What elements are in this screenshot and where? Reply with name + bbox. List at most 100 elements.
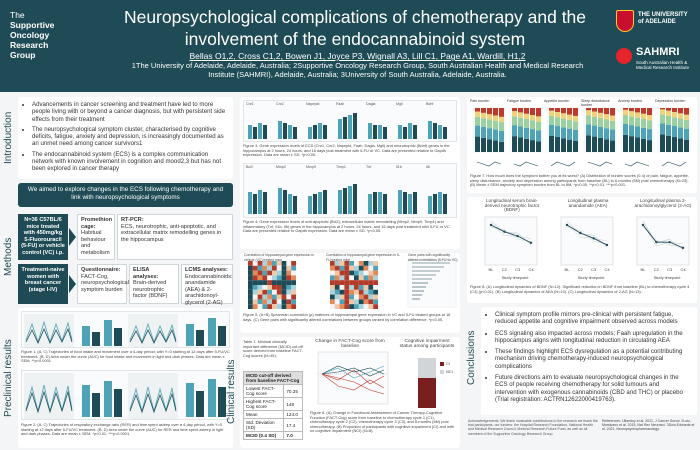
heatmap-cell: [272, 261, 277, 266]
heatmap-cell: [349, 285, 354, 290]
stacked-bar-segment: [573, 108, 578, 116]
stacked-bar-segment: [684, 139, 689, 152]
figure-3-bars: [248, 113, 447, 139]
stacked-bar-segment: [536, 116, 541, 122]
data-point: [579, 231, 582, 235]
heatmap-cell: [339, 299, 345, 305]
stacked-bar-segment: [536, 121, 541, 131]
heatmap-cell: [354, 289, 359, 295]
heatmap-cell: [358, 261, 364, 266]
tick-label: C4: [528, 267, 534, 272]
stacked-bar-segment: [530, 115, 535, 121]
author-block: Bellas O1,2, Cross C1,2, Bowen J1, Joyce…: [130, 52, 585, 80]
stacked-bar-segment: [530, 140, 535, 152]
heatmap-cell: [339, 265, 345, 271]
heatmap-cell: [344, 299, 350, 305]
stacked-bar-segment: [487, 108, 492, 115]
clinical-section: Table 1. Minimal clinically important di…: [240, 337, 460, 448]
figure-8c-xlabel: Study timepoint: [653, 275, 681, 280]
stacked-bar-segment: [561, 113, 566, 119]
sahmri-logo-text: SAHMRI: [636, 46, 680, 58]
heatmap-cell: [358, 285, 364, 290]
stacked-bar-segment: [598, 108, 603, 113]
heatmap-cell: [262, 294, 268, 300]
stacked-bar-segment: [610, 120, 615, 130]
heatmap-cell: [281, 275, 287, 281]
figure-7-stacked-bars: [472, 107, 691, 167]
rtpcr-body: ECS, neurotrophic, anti-apoptotic, and e…: [121, 223, 222, 243]
heatmap-cell: [349, 265, 354, 271]
stacked-bar-segment: [567, 139, 572, 152]
stacked-bar-segment: [512, 125, 517, 137]
stacked-bar-segment: [672, 108, 677, 112]
heatmap-cell: [257, 299, 263, 305]
preclinical-section: Figure 1. (A, C) Trajectories of food in…: [18, 308, 233, 448]
panel-title: Pain burden: [470, 99, 490, 103]
participant-line: [490, 223, 532, 239]
stacked-bar-segment: [549, 115, 554, 125]
stacked-bar-segment: [487, 128, 492, 140]
stacked-bar-segment: [512, 111, 517, 117]
heatmap-cell: [267, 299, 272, 305]
stacked-bar-segment: [561, 108, 566, 114]
table-cell: 7.0: [283, 431, 303, 440]
stacked-bar-segment: [518, 108, 523, 113]
stacked-bar-segment: [629, 108, 634, 112]
heatmap-cell: [286, 270, 292, 276]
questionnaire-body: FACT-Cog, neuropsychological symptom bur…: [81, 273, 129, 293]
stacked-bar-segment: [487, 139, 492, 152]
gene-label: Il6: [426, 165, 430, 169]
heatmap-cell: [286, 285, 292, 290]
stacked-bar-segment: [604, 114, 609, 120]
stacked-bar-segment: [635, 112, 640, 118]
university-logo: THE UNIVERSITY of ADELAIDE: [616, 10, 696, 38]
heatmap-cell: [339, 275, 345, 281]
tick-label: C2: [578, 267, 584, 272]
stacked-bar-segment: [524, 108, 529, 114]
conclusion-bullet: Clinical symptom profile mirrors pre-cli…: [495, 311, 692, 326]
methods-women-box: Treatment-naive women with breast cancer…: [18, 264, 68, 304]
heatmap-cell: [252, 275, 258, 281]
stacked-bar-segment: [604, 139, 609, 152]
heatmap-cell: [286, 299, 292, 305]
data-point: [529, 241, 533, 244]
stacked-bar-segment: [518, 117, 523, 127]
stacked-bar-segment: [512, 136, 517, 152]
heatmap-cell: [267, 289, 272, 295]
heatmap-cell: [334, 294, 340, 300]
heatmap-cell: [349, 299, 354, 305]
heatmap-cell: [248, 265, 253, 271]
heatmap-cell: [363, 294, 369, 300]
heatmap-cell: [349, 275, 354, 281]
figure-8a-xlabel: Study timepoint: [501, 275, 529, 280]
stacked-bar-segment: [555, 137, 560, 152]
series-line: [490, 224, 532, 244]
heatmap-cell: [373, 275, 378, 281]
stacked-bar-segment: [598, 137, 603, 152]
figure-3-caption: Figure 3. Gene expression levels of ECS …: [243, 143, 450, 158]
stacked-bar-segment: [475, 136, 480, 152]
heatmap-cell: [286, 294, 292, 300]
figure-3-panels: Cnr1 Cnr2 Napepld Faah Dagla Mgll Bdnf: [243, 100, 457, 142]
heatmap-cell: [363, 265, 369, 271]
table-cell: 70.25: [283, 384, 303, 398]
trajectory-line: [476, 161, 502, 167]
heatmap-cell: [248, 275, 253, 281]
stacked-bar-segment: [499, 130, 504, 142]
stacked-bar-segment: [524, 119, 529, 128]
stacked-bar-segment: [586, 108, 591, 111]
figure-6b-title: Cognitive impairment status among partic…: [399, 339, 455, 349]
heatmap-cell: [344, 294, 350, 300]
figure-4-caption: Figure 4. Gene expression levels of anti…: [243, 219, 451, 234]
table-cell: Std. Deviation (SD): [242, 418, 285, 432]
heatmap-cell: [276, 280, 282, 285]
heatmap-cell: [291, 285, 296, 290]
heatmap-cell: [252, 289, 258, 295]
heatmap-cell: [344, 270, 350, 276]
heatmap-cell: [257, 304, 263, 309]
data-point: [516, 234, 519, 238]
stacked-bar-segment: [487, 119, 492, 129]
stacked-bar-segment: [536, 108, 541, 117]
tick-label: BL: [641, 267, 647, 272]
affiliations: 1The University of Adelaide, Adelaide, A…: [131, 61, 584, 79]
